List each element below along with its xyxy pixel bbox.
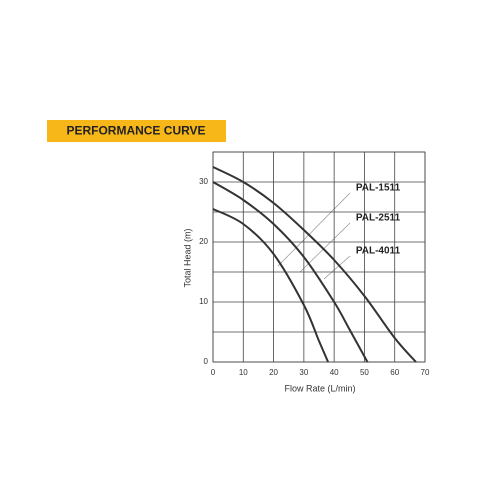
x-tick-label: 20 — [269, 368, 278, 377]
x-tick-label: 30 — [299, 368, 308, 377]
series-line — [212, 208, 330, 363]
x-tick-label: 60 — [390, 368, 399, 377]
y-tick-label: 10 — [199, 297, 208, 306]
x-tick-label: 40 — [330, 368, 339, 377]
series-label: PAL-1511 — [356, 183, 401, 194]
y-tick-label: 20 — [199, 237, 208, 246]
x-tick-label: 70 — [421, 368, 430, 377]
series-label: PAL-2511 — [356, 213, 401, 224]
y-tick-label: 0 — [204, 357, 209, 366]
x-tick-label: 10 — [239, 368, 248, 377]
series-label: PAL-4011 — [356, 246, 401, 257]
series-line — [212, 181, 369, 363]
title-banner — [47, 120, 226, 142]
y-axis-label: Total Head (m) — [182, 228, 192, 287]
x-tick-label: 50 — [360, 368, 369, 377]
series-line — [212, 166, 417, 363]
chart-title: PERFORMANCE CURVE — [66, 124, 205, 138]
leader-line — [277, 192, 351, 267]
x-tick-label: 0 — [211, 368, 216, 377]
leader-line — [299, 222, 351, 273]
leader-line — [323, 255, 351, 280]
y-tick-label: 30 — [199, 177, 208, 186]
x-axis-label: Flow Rate (L/min) — [284, 383, 355, 393]
